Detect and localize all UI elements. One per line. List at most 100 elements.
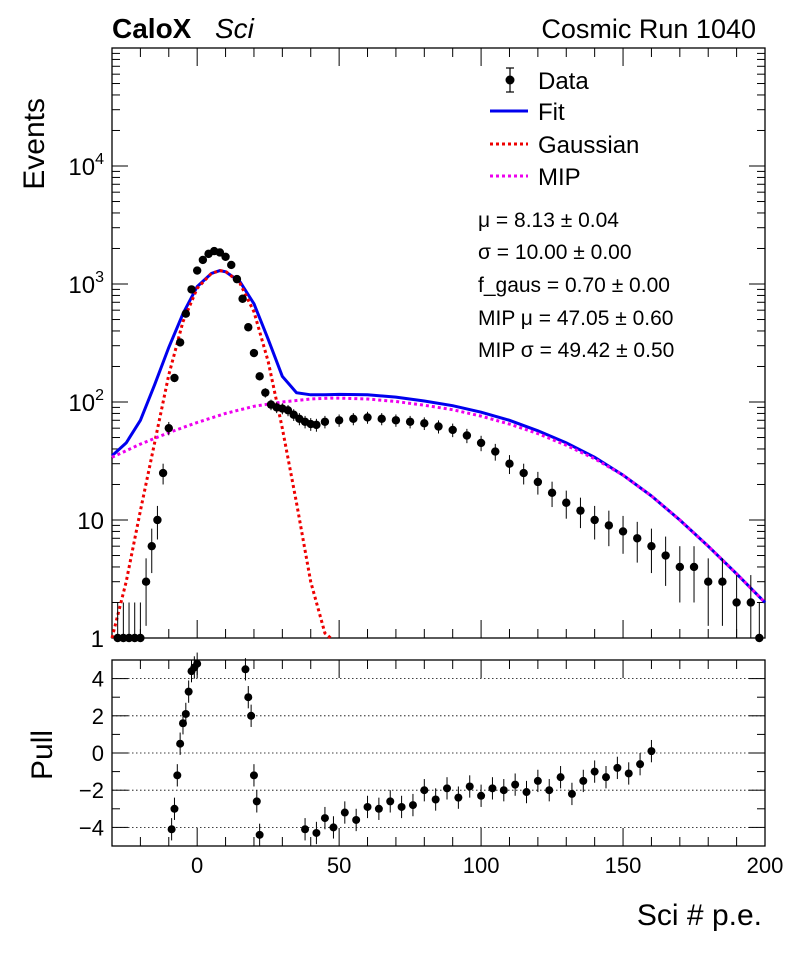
data-point: [519, 463, 528, 485]
pull-point: [477, 784, 486, 807]
x-tick-label: 50: [327, 853, 351, 878]
pull-point: [602, 766, 611, 789]
data-marker: [261, 388, 270, 397]
gaussian-curve: [110, 269, 332, 640]
legend-entry-fit: Fit: [490, 99, 565, 126]
data-marker: [312, 420, 321, 430]
pull-point: [173, 764, 182, 787]
data-point: [312, 418, 321, 432]
pull-marker: [386, 797, 395, 806]
y-tick-label: 1: [91, 626, 104, 653]
data-marker: [238, 294, 247, 303]
pull-y-tick-label: −2: [79, 778, 104, 803]
pull-marker: [602, 773, 611, 782]
pull-marker: [241, 665, 250, 674]
pull-point: [255, 823, 264, 846]
y-tick-label: 103: [68, 269, 104, 299]
pull-point: [374, 797, 383, 820]
data-point: [732, 575, 741, 638]
data-point: [170, 373, 179, 383]
data-point: [377, 413, 386, 426]
data-marker: [192, 266, 202, 275]
pull-point: [241, 658, 250, 681]
x-tick-labels: 0 50 100 150 200: [191, 853, 783, 878]
pull-marker: [244, 693, 253, 702]
pull-point: [252, 790, 261, 813]
pull-marker: [352, 815, 361, 824]
pull-marker: [301, 825, 310, 834]
pull-point: [386, 790, 395, 813]
data-marker: [476, 438, 486, 448]
fit-param-sigma: σ = 10.00 ± 0.00: [478, 241, 632, 264]
data-marker: [746, 598, 756, 607]
data-marker: [198, 255, 208, 265]
data-marker: [448, 425, 457, 435]
pull-marker: [184, 687, 193, 696]
data-point: [391, 414, 401, 427]
pull-marker: [533, 776, 542, 785]
x-tick-label: 0: [191, 853, 203, 878]
data-point: [221, 252, 230, 262]
legend-marker-data: [505, 75, 515, 85]
legend-label-gaussian: Gaussian: [538, 132, 639, 159]
data-point: [476, 435, 486, 452]
pull-point: [488, 777, 497, 800]
data-marker: [590, 515, 599, 525]
pull-marker: [247, 711, 256, 720]
data-marker: [164, 423, 173, 433]
data-point: [704, 558, 713, 626]
data-marker: [732, 598, 741, 607]
data-point: [283, 405, 293, 417]
legend-label-fit: Fit: [538, 99, 565, 126]
data-point: [505, 455, 514, 475]
pull-marker: [320, 814, 329, 823]
pull-marker: [181, 709, 190, 718]
x-tick-label: 100: [463, 853, 500, 878]
pull-point: [184, 680, 193, 703]
data-marker: [633, 534, 642, 543]
pull-point: [613, 756, 622, 780]
fit-param-fgaus: f_gaus = 0.70 ± 0.00: [478, 274, 670, 297]
data-point: [153, 505, 162, 540]
pull-point: [647, 739, 656, 763]
data-point: [164, 421, 173, 436]
pull-y-tick-label: 4: [92, 667, 104, 692]
pull-marker: [363, 802, 372, 811]
x-axis-title: Sci # p.e.: [637, 899, 762, 932]
data-marker: [363, 413, 372, 422]
data-point: [192, 266, 202, 275]
pull-marker: [255, 830, 264, 839]
data-point: [249, 348, 259, 358]
data-marker: [491, 447, 500, 456]
pull-marker: [420, 786, 429, 795]
pull-point: [397, 795, 406, 819]
fit-param-mip-sigma: MIP σ = 49.42 ± 0.50: [478, 339, 674, 362]
pull-point: [636, 753, 645, 776]
pull-marker: [329, 823, 338, 832]
pull-point: [329, 816, 338, 839]
y-tick-label: 104: [68, 151, 104, 181]
pull-point: [408, 793, 417, 817]
data-point: [755, 602, 764, 643]
data-point: [633, 521, 642, 563]
data-marker: [153, 515, 162, 525]
pull-point: [249, 764, 258, 787]
pull-marker: [454, 793, 463, 802]
data-marker: [704, 577, 713, 586]
data-point: [462, 428, 472, 444]
pull-point: [533, 769, 542, 793]
data-marker: [547, 488, 557, 498]
data-marker: [420, 419, 429, 428]
data-point: [590, 505, 599, 540]
pull-points: [167, 652, 656, 846]
data-point: [147, 528, 156, 574]
data-marker: [689, 562, 699, 572]
data-marker: [675, 562, 685, 572]
data-point: [434, 420, 443, 434]
data-point: [215, 248, 225, 257]
pull-point: [522, 780, 531, 804]
data-marker: [718, 577, 727, 586]
data-point: [261, 388, 270, 398]
pull-point: [320, 806, 329, 830]
pull-marker: [249, 771, 258, 780]
